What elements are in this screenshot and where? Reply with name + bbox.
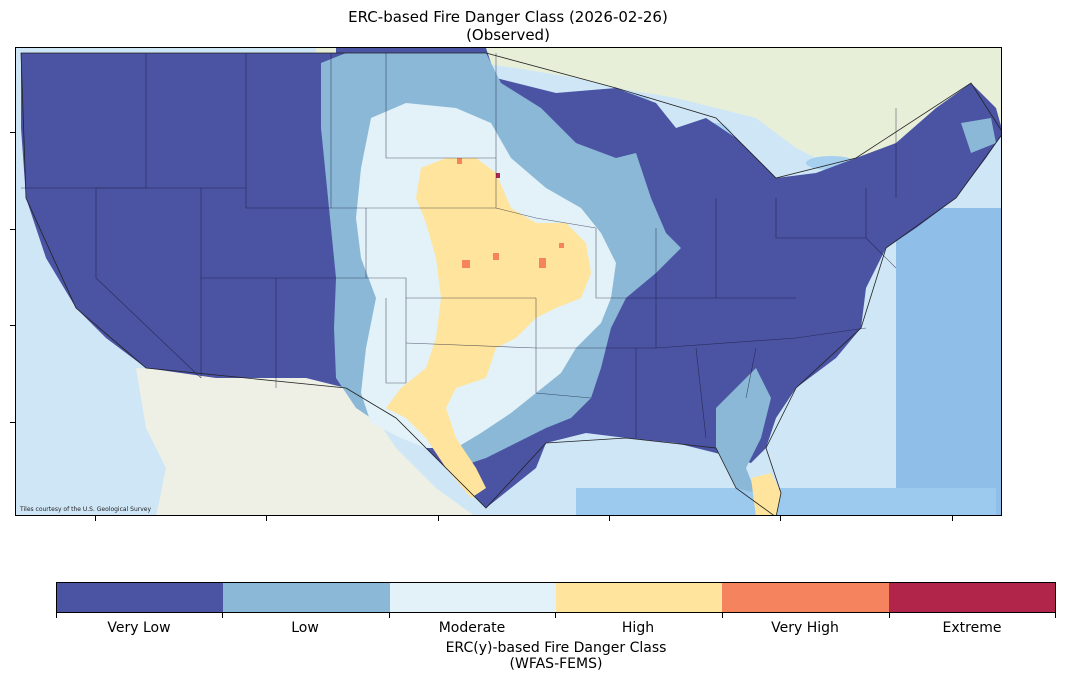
colorbar-very-low <box>57 583 224 612</box>
spot-very-high <box>493 253 499 260</box>
x-tick <box>95 516 96 521</box>
colorbar-label-moderate: Moderate <box>438 620 506 636</box>
colorbar-high <box>555 583 723 612</box>
x-tick <box>780 516 781 521</box>
map-title-line1: ERC-based Fire Danger Class (2026-02-26) <box>348 8 668 26</box>
y-tick <box>10 132 15 133</box>
canada-land <box>316 48 1001 168</box>
region-low-southeast <box>716 368 771 493</box>
region-high <box>386 158 591 498</box>
map-title-line2: (Observed) <box>466 26 550 44</box>
x-tick <box>266 516 267 521</box>
deep-ocean-east <box>896 208 1001 515</box>
spot-very-high <box>539 258 546 268</box>
colorbar-tick <box>1055 613 1056 618</box>
tile-attribution: Tiles courtesy of the U.S. Geological Su… <box>20 506 152 513</box>
x-tick <box>952 516 953 521</box>
mexico-land <box>136 368 474 515</box>
x-tick <box>609 516 610 521</box>
colorbar-tick <box>389 613 390 618</box>
colorbar-tick <box>222 613 223 618</box>
state-boundaries <box>21 53 897 439</box>
spot-very-high <box>559 243 564 248</box>
deep-ocean-south <box>576 488 996 515</box>
map-panel[interactable]: Tiles courtesy of the U.S. Geological Su… <box>15 47 1002 516</box>
colorbar-very-high <box>722 583 889 612</box>
colorbar-label-very-high: Very High <box>771 620 839 636</box>
colorbar-moderate <box>389 583 556 612</box>
y-tick <box>10 422 15 423</box>
colorbar-label-low: Low <box>291 620 319 636</box>
colorbar-label-extreme: Extreme <box>942 620 1002 636</box>
colorbar-label-high: High <box>621 620 655 636</box>
conus-outline <box>20 52 1001 515</box>
map-title: ERC-based Fire Danger Class (2026-02-26)… <box>0 8 1016 44</box>
y-tick <box>10 229 15 230</box>
fire-danger-map <box>16 48 1001 515</box>
spot-very-high <box>462 260 470 268</box>
colorbar-tick <box>722 613 723 618</box>
colorbar-title: ERC(y)-based Fire Danger Class (WFAS-FEM… <box>56 640 1056 672</box>
spot-extreme <box>496 173 500 178</box>
colorbar-extreme <box>888 583 1055 612</box>
colorbar-tick <box>56 613 57 618</box>
spot-very-high <box>457 158 462 164</box>
colorbar-title-line1: ERC(y)-based Fire Danger Class <box>445 640 667 656</box>
colorbar-tick <box>555 613 556 618</box>
y-tick <box>10 325 15 326</box>
region-low-northeast <box>961 118 996 153</box>
colorbar-label-very-low: Very Low <box>107 620 171 636</box>
colorbar-tick <box>889 613 890 618</box>
colorbar-low <box>223 583 390 612</box>
x-tick <box>438 516 439 521</box>
colorbar <box>56 582 1056 613</box>
colorbar-title-line2: (WFAS-FEMS) <box>509 656 603 672</box>
